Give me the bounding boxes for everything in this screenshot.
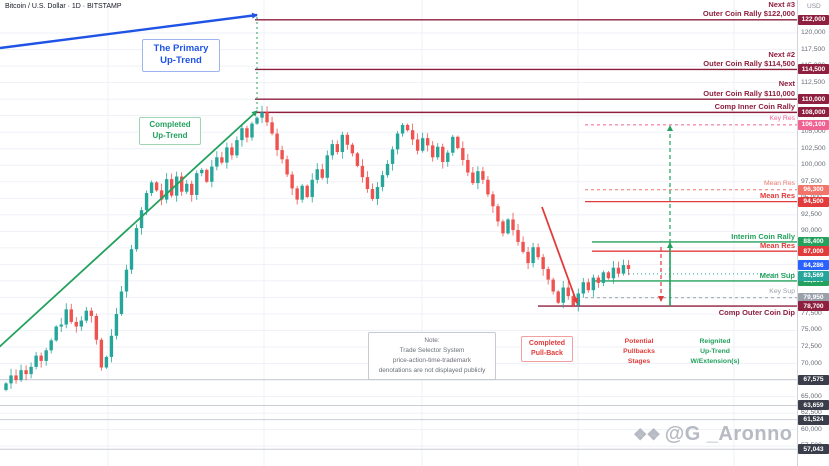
note-line1: Note: — [424, 337, 440, 344]
level-label-interim-coin-rally: Interim Coin Rally — [731, 231, 795, 241]
completed-pullback-label[interactable]: Completed Pull-Back — [521, 336, 573, 362]
primary-uptrend-label-line1: The Primary — [153, 43, 209, 54]
price-badge: 87,000 — [798, 246, 829, 257]
candles — [4, 105, 631, 392]
price-badge: 83,569 — [798, 270, 829, 281]
trend-annotations — [0, 12, 673, 348]
price-tick: 100,000 — [801, 161, 826, 169]
price-badge: 82,500 — [798, 275, 829, 286]
price-badge: 63,659 — [798, 400, 829, 411]
completed-uptrend-label-line1: Completed — [149, 120, 191, 129]
level-label-outer-coin-rally-3: Next #3 Outer Coin Rally $122,000 — [702, 0, 795, 19]
axis-unit-label: USD — [807, 3, 821, 10]
price-tick: 112,500 — [801, 78, 826, 86]
price-badge: 61,524 — [798, 414, 829, 425]
price-badge: 78,700 — [798, 301, 829, 312]
price-levels — [0, 19, 797, 450]
price-badge: 110,000 — [798, 94, 829, 105]
price-badge: 79,950 — [798, 292, 829, 303]
level-label-key-sup: Key Sup — [769, 288, 795, 296]
completed-pullback-label-line1: Completed — [528, 340, 566, 347]
completed-uptrend-label[interactable]: Completed Up-Trend — [139, 117, 201, 145]
note-box[interactable]: Note: Trade Selector System price-action… — [368, 332, 496, 380]
price-tick: 120,000 — [801, 29, 826, 37]
price-axis[interactable]: USD 120,000117,500115,000112,500110,0001… — [797, 0, 829, 466]
price-badge: 84,286 — [798, 260, 829, 271]
level-label-mean-res-94500: Mean Res — [759, 191, 795, 201]
level-label-key-res: Key Res — [769, 115, 795, 123]
price-badge: 114,500 — [798, 64, 829, 75]
watermark-text: @G _Aronno — [664, 423, 793, 445]
price-tick: 62,500 — [801, 409, 822, 417]
completed-uptrend-line — [0, 110, 258, 348]
price-tick: 90,000 — [801, 227, 822, 235]
watermark: ❖❖ @G _Aronno — [633, 423, 793, 446]
price-badge: 122,000 — [798, 14, 829, 25]
note-line4: denotations are not displayed publicly — [378, 366, 486, 374]
price-badge: 96,300 — [798, 184, 829, 195]
primary-uptrend-label[interactable]: The Primary Up-Trend — [142, 39, 220, 72]
price-badge: 57,043 — [798, 444, 829, 455]
completed-uptrend-label-line2: Up-Trend — [152, 130, 188, 140]
level-label-outer-coin-rally-1: Next Outer Coin Rally $110,000 — [703, 79, 795, 98]
price-tick: 60,000 — [801, 425, 822, 433]
completed-pullback-arrow — [541, 206, 579, 304]
note-line2: Trade Selector System — [399, 346, 465, 354]
price-tick: 117,500 — [801, 45, 826, 53]
price-badge: 108,000 — [798, 107, 829, 118]
symbol-title: Bitcoin / U.S. Dollar · 1D · BITSTAMP — [5, 3, 122, 10]
price-tick: 105,000 — [801, 128, 826, 136]
level-label-mean-res-96300: Mean Res — [764, 180, 795, 188]
level-label-comp-outer-coin-dip: Comp Outer Coin Dip — [718, 308, 795, 318]
level-label-outer-coin-rally-2: Next #2 Outer Coin Rally $114,500 — [703, 49, 795, 69]
primary-uptrend-line — [0, 12, 258, 50]
price-tick: 70,000 — [801, 359, 822, 367]
price-tick: 97,500 — [801, 177, 822, 185]
price-tick: 102,500 — [801, 144, 826, 152]
level-label-mean-sup: Mean Sup — [759, 270, 795, 280]
level-label-mean-res-87000: Mean Res — [759, 240, 795, 250]
price-badge: 94,500 — [798, 196, 829, 207]
primary-uptrend-label-line2: Up-Trend — [160, 55, 202, 67]
price-tick: 65,000 — [801, 392, 822, 400]
reignited-uptrend-label[interactable]: Reignited Up-Trend W/Extension(s) — [690, 338, 740, 366]
price-tick: 72,500 — [801, 343, 822, 351]
price-badge: 67,575 — [798, 374, 829, 385]
price-tick: 77,500 — [801, 309, 822, 317]
price-badge: 106,100 — [798, 119, 829, 130]
level-label-comp-inner-coin-rally: Comp Inner Coin Rally — [714, 102, 795, 111]
watermark-logo-icon: ❖❖ — [633, 426, 661, 444]
completed-pullback-label-line2: Pull-Back — [531, 349, 563, 357]
price-tick: 92,500 — [801, 210, 822, 218]
note-line3: price-action-time-trademark — [392, 356, 472, 364]
price-tick: 75,000 — [801, 326, 822, 334]
potential-pullbacks-label[interactable]: Potential Pullbacks Stages — [623, 338, 655, 366]
price-badge: 88,400 — [798, 236, 829, 247]
